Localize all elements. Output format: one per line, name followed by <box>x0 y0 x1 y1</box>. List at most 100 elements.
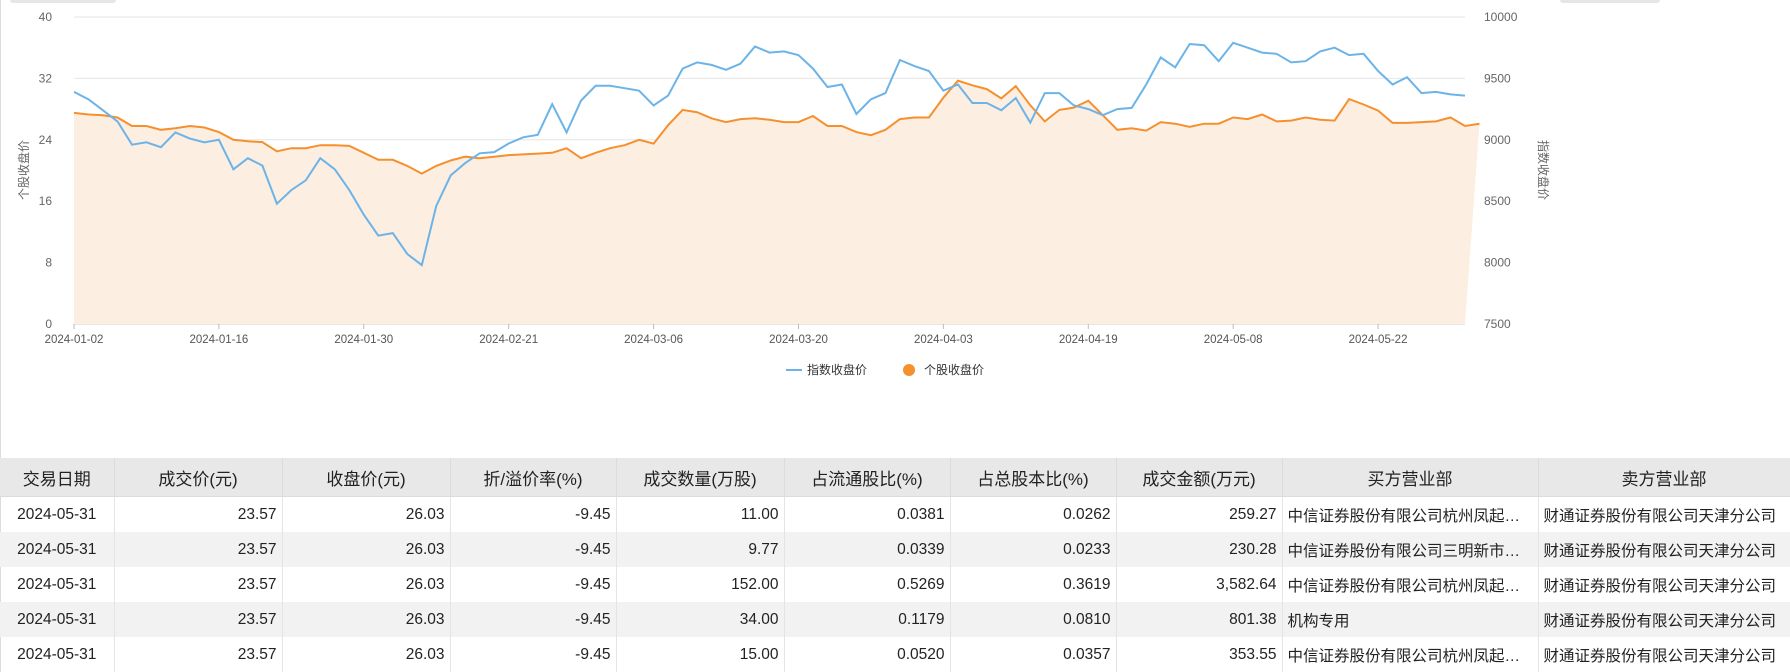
cell-total-ratio: 0.0357 <box>950 637 1117 672</box>
cell-trade-date: 2024-05-31 <box>0 567 115 602</box>
cell-total-ratio: 0.0262 <box>950 496 1117 532</box>
x-tick-label: 2024-04-03 <box>914 334 973 346</box>
x-tick-label: 2024-02-21 <box>479 334 538 346</box>
cell-premium-rate: -9.45 <box>450 496 617 532</box>
cell-volume: 9.77 <box>616 532 785 567</box>
cell-amount: 3,582.64 <box>1116 567 1283 602</box>
cell-trade-date: 2024-05-31 <box>0 637 115 672</box>
y-right-tick-label: 7500 <box>1484 317 1511 331</box>
cell-premium-rate: -9.45 <box>450 637 617 672</box>
top-strip <box>0 0 1790 4</box>
table-body: 2024-05-31 23.57 26.03 -9.45 11.00 0.0381 0.02… <box>0 496 1790 672</box>
cell-total-ratio: 0.0233 <box>950 532 1117 567</box>
header-trade-date[interactable]: 交易日期 <box>0 458 115 497</box>
x-tick-label: 2024-01-02 <box>45 334 104 346</box>
cell-close-price: 26.03 <box>282 637 451 672</box>
cell-volume: 11.00 <box>616 496 785 532</box>
cell-close-price: 26.03 <box>282 496 451 532</box>
cell-amount: 801.38 <box>1116 602 1283 637</box>
cell-float-ratio: 0.5269 <box>784 567 951 602</box>
cell-deal-price: 23.57 <box>114 532 283 567</box>
x-tick-label: 2024-05-22 <box>1349 334 1408 346</box>
y-right-tick-label: 8500 <box>1484 194 1511 208</box>
y-left-tick-label: 32 <box>39 71 53 85</box>
left-border <box>0 0 1 672</box>
y-left-tick-label: 16 <box>39 194 53 208</box>
table-row[interactable]: 2024-05-31 23.57 26.03 -9.45 34.00 0.1179 0.08… <box>0 602 1790 637</box>
block-trade-table: 交易日期 成交价(元) 收盘价(元) 折/溢价率(%) 成交数量(万股) 占流通… <box>0 458 1790 672</box>
cell-premium-rate: -9.45 <box>450 532 617 567</box>
block-trade-table-wrap: 交易日期 成交价(元) 收盘价(元) 折/溢价率(%) 成交数量(万股) 占流通… <box>0 458 1790 672</box>
cell-total-ratio: 0.0810 <box>950 602 1117 637</box>
x-tick-label: 2024-01-30 <box>334 334 393 346</box>
cell-premium-rate: -9.45 <box>450 602 617 637</box>
table-header-row: 交易日期 成交价(元) 收盘价(元) 折/溢价率(%) 成交数量(万股) 占流通… <box>0 458 1790 497</box>
cell-buyer: 中信证券股份有限公司杭州凤起… <box>1282 637 1539 672</box>
y-left-axis-title: 个股收盘价 <box>16 140 31 200</box>
cell-trade-date: 2024-05-31 <box>0 496 115 532</box>
table-row[interactable]: 2024-05-31 23.57 26.03 -9.45 152.00 0.5269 0.3… <box>0 567 1790 602</box>
cell-trade-date: 2024-05-31 <box>0 602 115 637</box>
header-total-ratio[interactable]: 占总股本比(%) <box>950 458 1117 497</box>
table-row[interactable]: 2024-05-31 23.57 26.03 -9.45 11.00 0.0381 0.02… <box>0 496 1790 532</box>
cell-buyer: 机构专用 <box>1282 602 1539 637</box>
cell-seller: 财通证券股份有限公司天津分公司 <box>1538 496 1790 532</box>
table-row[interactable]: 2024-05-31 23.57 26.03 -9.45 15.00 0.0520 0.03… <box>0 637 1790 672</box>
y-right-tick-label: 10000 <box>1484 10 1518 24</box>
index-close-line <box>73 41 1466 267</box>
table-row[interactable]: 2024-05-31 23.57 26.03 -9.45 9.77 0.0339 0.023… <box>0 532 1790 567</box>
x-tick-label: 2024-01-16 <box>189 334 248 346</box>
cell-float-ratio: 0.0381 <box>784 496 951 532</box>
header-deal-price[interactable]: 成交价(元) <box>114 458 283 497</box>
y-left-tick-label: 8 <box>45 256 52 270</box>
cell-deal-price: 23.57 <box>114 637 283 672</box>
cell-deal-price: 23.57 <box>114 496 283 532</box>
top-tab-right[interactable] <box>1560 0 1660 3</box>
header-seller[interactable]: 卖方营业部 <box>1538 458 1790 497</box>
cell-volume: 34.00 <box>616 602 785 637</box>
cell-close-price: 26.03 <box>282 602 451 637</box>
cell-premium-rate: -9.45 <box>450 567 617 602</box>
cell-total-ratio: 0.3619 <box>950 567 1117 602</box>
cell-deal-price: 23.57 <box>114 602 283 637</box>
chart-svg: 0 8 16 24 32 40 7500 8000 8500 9000 9500 10000 个股收盘价… <box>16 10 1551 377</box>
legend-index-label: 指数收盘价 <box>807 362 867 377</box>
cell-float-ratio: 0.0339 <box>784 532 951 567</box>
x-tick-label: 2024-05-08 <box>1204 334 1263 346</box>
cell-close-price: 26.03 <box>282 567 451 602</box>
cell-float-ratio: 0.0520 <box>784 637 951 672</box>
x-tick-label: 2024-03-20 <box>769 334 828 346</box>
stock-close-area <box>74 80 1480 324</box>
cell-seller: 财通证券股份有限公司天津分公司 <box>1538 637 1790 672</box>
y-right-axis-title: 指数收盘价 <box>1536 140 1551 200</box>
header-close-price[interactable]: 收盘价(元) <box>282 458 451 497</box>
cell-trade-date: 2024-05-31 <box>0 532 115 567</box>
y-right-tick-label: 9500 <box>1484 71 1511 85</box>
cell-amount: 353.55 <box>1116 637 1283 672</box>
cell-volume: 152.00 <box>616 567 785 602</box>
price-chart: 0 8 16 24 32 40 7500 8000 8500 9000 9500 10000 个股收盘价… <box>16 10 1551 377</box>
y-right-tick-label: 8000 <box>1484 256 1511 270</box>
top-tab-left[interactable] <box>10 0 116 3</box>
header-buyer[interactable]: 买方营业部 <box>1282 458 1539 497</box>
legend-stock-swatch <box>903 364 915 376</box>
legend-stock-label: 个股收盘价 <box>924 362 984 377</box>
cell-deal-price: 23.57 <box>114 567 283 602</box>
y-right-tick-label: 9000 <box>1484 133 1511 147</box>
y-left-tick-label: 24 <box>39 133 53 147</box>
header-float-ratio[interactable]: 占流通股比(%) <box>784 458 951 497</box>
cell-buyer: 中信证券股份有限公司杭州凤起… <box>1282 496 1539 532</box>
stock-close-line <box>73 79 1480 175</box>
cell-seller: 财通证券股份有限公司天津分公司 <box>1538 532 1790 567</box>
header-amount[interactable]: 成交金额(万元) <box>1116 458 1283 497</box>
header-volume[interactable]: 成交数量(万股) <box>616 458 785 497</box>
x-tick-label: 2024-03-06 <box>624 334 683 346</box>
cell-buyer: 中信证券股份有限公司杭州凤起… <box>1282 567 1539 602</box>
cell-seller: 财通证券股份有限公司天津分公司 <box>1538 567 1790 602</box>
cell-amount: 259.27 <box>1116 496 1283 532</box>
x-tick-label: 2024-04-19 <box>1059 334 1118 346</box>
cell-amount: 230.28 <box>1116 532 1283 567</box>
cell-seller: 财通证券股份有限公司天津分公司 <box>1538 602 1790 637</box>
header-premium-rate[interactable]: 折/溢价率(%) <box>450 458 617 497</box>
cell-volume: 15.00 <box>616 637 785 672</box>
